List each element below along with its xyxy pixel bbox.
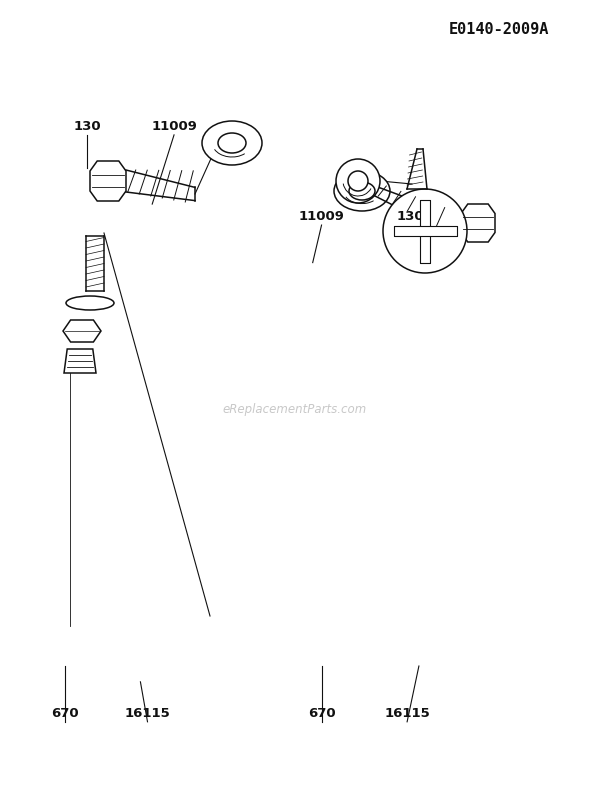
Text: 16115: 16115 bbox=[124, 707, 171, 720]
Text: E0140-2009A: E0140-2009A bbox=[448, 22, 549, 37]
Text: 11009: 11009 bbox=[151, 120, 197, 133]
Circle shape bbox=[383, 189, 467, 273]
Polygon shape bbox=[90, 161, 126, 201]
Text: 130: 130 bbox=[74, 120, 101, 133]
Ellipse shape bbox=[334, 171, 390, 211]
Polygon shape bbox=[461, 204, 495, 242]
Bar bbox=[394, 226, 457, 236]
Text: 130: 130 bbox=[396, 210, 424, 223]
Ellipse shape bbox=[349, 182, 375, 200]
Ellipse shape bbox=[202, 121, 262, 165]
Text: 16115: 16115 bbox=[384, 707, 430, 720]
Ellipse shape bbox=[66, 296, 114, 310]
Text: 670: 670 bbox=[51, 707, 78, 720]
Ellipse shape bbox=[218, 133, 246, 153]
Circle shape bbox=[348, 171, 368, 191]
Polygon shape bbox=[63, 320, 101, 342]
Text: 11009: 11009 bbox=[299, 210, 345, 223]
Circle shape bbox=[336, 159, 380, 203]
Text: eReplacementParts.com: eReplacementParts.com bbox=[223, 403, 367, 416]
Text: 670: 670 bbox=[308, 707, 335, 720]
Polygon shape bbox=[64, 349, 96, 373]
Bar bbox=[420, 199, 430, 263]
